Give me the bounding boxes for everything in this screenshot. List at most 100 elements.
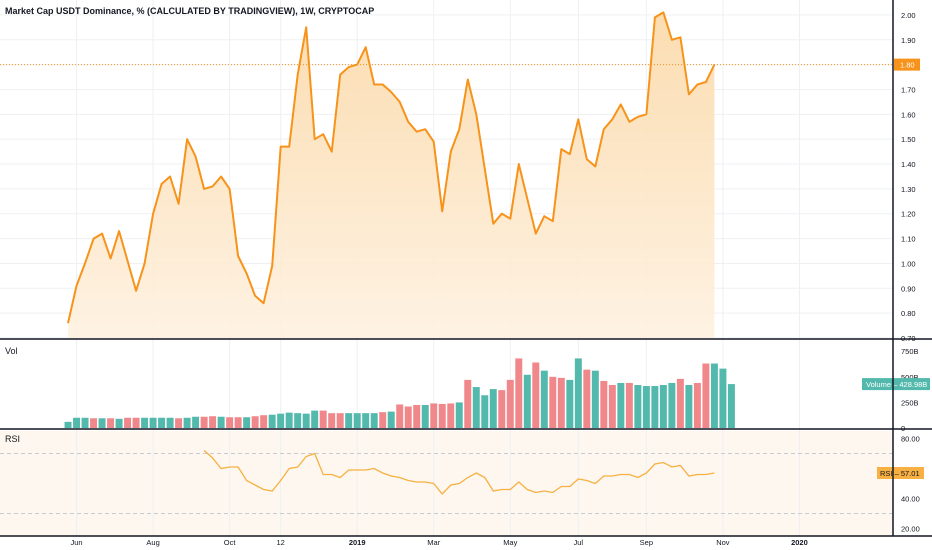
volume-bar bbox=[362, 413, 370, 428]
volume-bar bbox=[209, 416, 217, 428]
rsi-y-tick-label: 80.00 bbox=[901, 435, 920, 444]
price-area-fill bbox=[68, 12, 715, 339]
volume-bar bbox=[132, 417, 140, 428]
x-tick-label: 12 bbox=[276, 538, 284, 547]
vol-y-tick-label: 750B bbox=[901, 347, 919, 356]
volume-badge bbox=[862, 378, 930, 391]
volume-bar bbox=[668, 382, 676, 428]
volume-bar bbox=[498, 390, 506, 428]
volume-bar bbox=[107, 418, 115, 428]
volume-bar bbox=[591, 370, 599, 428]
volume-bar bbox=[294, 413, 302, 428]
volume-bar bbox=[217, 416, 225, 428]
rsi-badge-text: RSI – 57.01 bbox=[880, 469, 920, 478]
x-tick-label: Jul bbox=[574, 538, 584, 547]
volume-bar bbox=[115, 418, 123, 428]
volume-bar bbox=[489, 389, 497, 428]
volume-bar bbox=[413, 404, 421, 428]
volume-bar bbox=[549, 376, 557, 428]
volume-bar bbox=[345, 413, 353, 428]
volume-bar bbox=[676, 378, 684, 428]
volume-bar bbox=[625, 382, 633, 428]
volume-bar bbox=[710, 363, 718, 428]
volume-bar bbox=[515, 358, 523, 428]
volume-bar bbox=[642, 386, 650, 428]
volume-bar bbox=[370, 413, 378, 428]
vol-pane-label: Vol bbox=[5, 346, 18, 356]
rsi-badge bbox=[877, 467, 924, 479]
volume-bar bbox=[438, 403, 446, 428]
volume-bar bbox=[404, 406, 412, 428]
volume-bar bbox=[506, 379, 514, 428]
volume-bar bbox=[200, 416, 208, 428]
volume-bar bbox=[183, 417, 191, 428]
volume-bar bbox=[566, 379, 574, 428]
vol-y-tick-label: 250B bbox=[901, 398, 919, 407]
volume-bar bbox=[523, 374, 531, 428]
volume-bar bbox=[268, 414, 276, 428]
volume-bar bbox=[472, 387, 480, 428]
rsi-y-tick-label: 20.00 bbox=[901, 525, 920, 534]
volume-bar bbox=[685, 385, 693, 428]
rsi-line bbox=[203, 450, 715, 495]
volume-bar bbox=[285, 412, 293, 428]
volume-bar bbox=[659, 385, 667, 428]
volume-bar bbox=[277, 413, 285, 428]
y-tick-label: 1.40 bbox=[901, 160, 916, 169]
volume-bar bbox=[319, 410, 327, 428]
y-tick-label: 2.00 bbox=[901, 11, 916, 20]
x-tick-label: Aug bbox=[146, 538, 159, 547]
y-tick-label: 1.70 bbox=[901, 85, 916, 94]
volume-bar bbox=[540, 370, 548, 428]
volume-bar bbox=[166, 417, 174, 428]
volume-bar bbox=[234, 417, 242, 428]
volume-bar bbox=[421, 404, 429, 428]
price-badge bbox=[894, 58, 920, 71]
volume-bar bbox=[532, 362, 540, 428]
x-tick-label: Oct bbox=[224, 538, 237, 547]
volume-bar bbox=[447, 403, 455, 428]
price-badge-text: 1.80 bbox=[900, 61, 915, 70]
volume-bar bbox=[455, 402, 463, 428]
chart-title: Market Cap USDT Dominance, % (CALCULATED… bbox=[5, 6, 375, 16]
volume-bar bbox=[64, 421, 72, 428]
volume-bar bbox=[149, 417, 157, 428]
rsi-pane-label: RSI bbox=[5, 434, 21, 444]
rsi-background bbox=[0, 431, 893, 536]
volume-bar bbox=[387, 411, 395, 428]
x-tick-label: Mar bbox=[427, 538, 440, 547]
volume-bar bbox=[727, 384, 735, 428]
volume-bar bbox=[719, 368, 727, 428]
y-tick-label: 0.80 bbox=[901, 309, 916, 318]
y-tick-label: 1.10 bbox=[901, 235, 916, 244]
volume-bar bbox=[192, 416, 200, 428]
volume-bar bbox=[73, 417, 81, 428]
volume-badge-text: Volume – 428.98B bbox=[866, 380, 927, 389]
volume-bar bbox=[311, 410, 319, 428]
volume-bar bbox=[574, 358, 582, 428]
volume-bar bbox=[353, 413, 361, 428]
volume-bar bbox=[260, 415, 268, 428]
y-tick-label: 0.90 bbox=[901, 284, 916, 293]
y-tick-label: 1.90 bbox=[901, 36, 916, 45]
volume-bar bbox=[336, 413, 344, 428]
volume-bar bbox=[464, 379, 472, 428]
x-tick-label: 2020 bbox=[791, 538, 808, 547]
volume-bar bbox=[651, 386, 659, 428]
volume-bar bbox=[600, 380, 608, 428]
y-tick-label: 1.20 bbox=[901, 210, 916, 219]
volume-bar bbox=[693, 382, 701, 428]
volume-bar bbox=[124, 417, 132, 428]
volume-bar bbox=[608, 385, 616, 428]
y-tick-label: 1.50 bbox=[901, 135, 916, 144]
x-tick-label: 2019 bbox=[349, 538, 366, 547]
vol-y-tick-label: 500B bbox=[901, 373, 919, 382]
volume-bar bbox=[396, 404, 404, 428]
y-tick-label: 1.60 bbox=[901, 110, 916, 119]
y-tick-label: 1.30 bbox=[901, 185, 916, 194]
price-line bbox=[67, 11, 716, 324]
x-tick-label: Jun bbox=[70, 538, 82, 547]
volume-bar bbox=[141, 417, 149, 428]
x-tick-label: Nov bbox=[716, 538, 730, 547]
